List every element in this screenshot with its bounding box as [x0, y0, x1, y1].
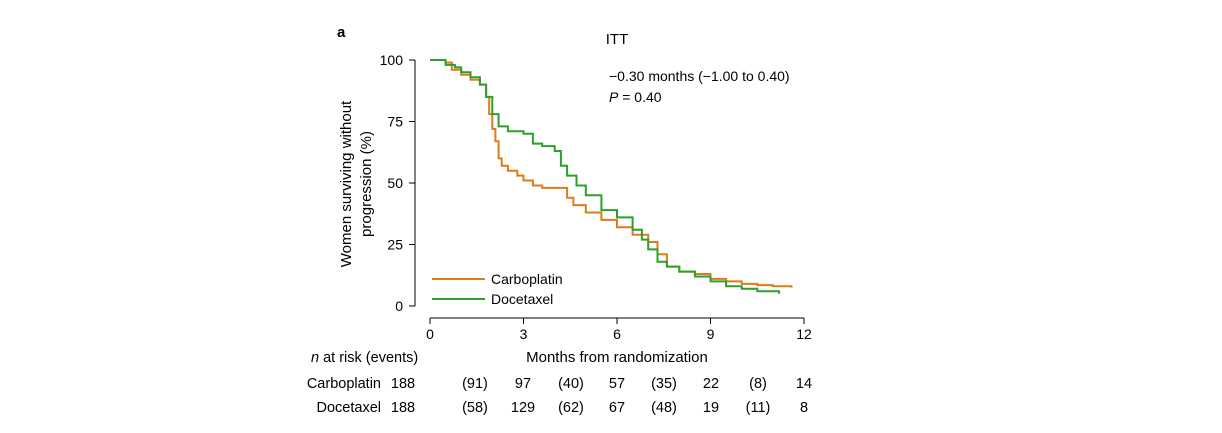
risk-cell: 188	[391, 400, 415, 416]
y-tick-label: 0	[395, 298, 403, 314]
annotation-p-symbol: P	[609, 89, 619, 105]
risk-cell: (35)	[651, 376, 677, 392]
risk-cell: 129	[511, 400, 535, 416]
annotation-difference: −0.30 months (−1.00 to 0.40)	[609, 68, 790, 84]
x-tick-label: 3	[520, 326, 528, 342]
risk-row-label-carboplatin: Carboplatin	[307, 376, 381, 392]
y-tick-label: 100	[380, 52, 404, 68]
axis-ticks: 0 25 50 75 100 0 3 6 9 12	[380, 52, 812, 342]
risk-cell: (8)	[749, 376, 767, 392]
annotation-p-value: P = 0.40	[609, 89, 662, 105]
risk-cell: 19	[703, 400, 719, 416]
annotation: −0.30 months (−1.00 to 0.40) P = 0.40	[609, 68, 790, 105]
legend: Carboplatin Docetaxel	[432, 271, 563, 307]
legend-label-carboplatin: Carboplatin	[491, 271, 563, 287]
risk-cell: (91)	[462, 376, 488, 392]
risk-cell: (62)	[558, 400, 584, 416]
risk-cell: 57	[609, 376, 625, 392]
risk-cell: 67	[609, 400, 625, 416]
legend-label-docetaxel: Docetaxel	[491, 291, 553, 307]
risk-table: n at risk (events) Carboplatin Docetaxel…	[307, 350, 812, 416]
annotation-p-rest: = 0.40	[618, 89, 661, 105]
risk-cell: 22	[703, 376, 719, 392]
risk-table-header: n at risk (events)	[311, 350, 418, 366]
panel-label: a	[337, 24, 346, 41]
risk-header-n: n	[311, 350, 319, 366]
risk-row-label-docetaxel: Docetaxel	[317, 400, 381, 416]
y-axis-title-line1: Women surviving without	[338, 100, 355, 267]
chart-title: ITT	[606, 31, 629, 48]
y-tick-label: 50	[387, 175, 403, 191]
survival-curves	[430, 59, 793, 294]
x-tick-label: 6	[613, 326, 621, 342]
x-axis-title: Months from randomization	[526, 349, 708, 366]
y-axis-title-line2: progression (%)	[358, 131, 375, 237]
x-tick-label: 0	[426, 326, 434, 342]
y-tick-label: 75	[387, 114, 403, 130]
risk-cell: (58)	[462, 400, 488, 416]
risk-cell: (11)	[746, 400, 771, 416]
x-tick-label: 12	[796, 326, 812, 342]
risk-header-rest: at risk (events)	[319, 350, 418, 366]
km-curve-docetaxel	[430, 59, 781, 294]
y-axis-title: Women surviving without progression (%)	[338, 100, 375, 267]
x-tick-label: 9	[707, 326, 715, 342]
risk-cell: (40)	[558, 376, 584, 392]
risk-cell: 97	[515, 376, 531, 392]
risk-cell: 14	[796, 376, 812, 392]
risk-cell: 188	[391, 376, 415, 392]
risk-cell: 8	[800, 400, 808, 416]
y-tick-label: 25	[387, 237, 403, 253]
risk-cell: (48)	[651, 400, 677, 416]
risk-cells: 188 (91) 97 (40) 57 (35) 22 (8) 14 188 (58) 129 (62)…	[391, 376, 812, 416]
